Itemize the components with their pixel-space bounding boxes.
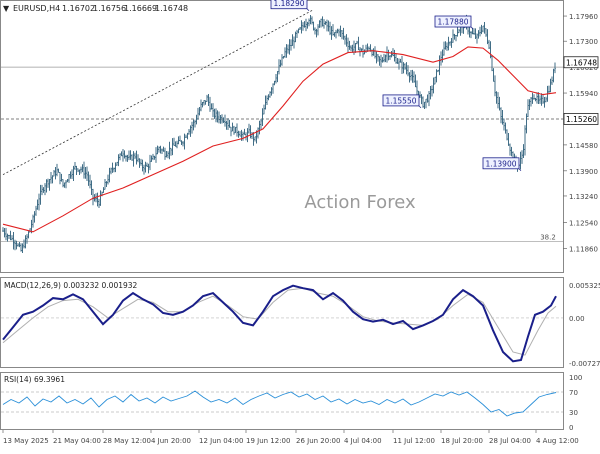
swing-level-label: 1.18290 xyxy=(273,0,304,8)
header-arrow: ▼ xyxy=(3,4,10,13)
support-price-label: 1.15260 xyxy=(566,115,597,124)
header-symbol: EURUSD,H4 xyxy=(13,4,60,13)
moving-average-line xyxy=(2,46,557,233)
swing-level-box xyxy=(270,0,308,10)
rsi-line xyxy=(2,390,557,417)
header-close: 1.16748 xyxy=(155,4,188,13)
macd-tick-label: 0.005325 xyxy=(569,282,600,290)
price-tick-label: 1.17300 xyxy=(569,38,598,46)
header-open: 1.16702 xyxy=(62,4,95,13)
swing-level-label: 1.15550 xyxy=(385,96,416,105)
time-tick-label: 18 Jul 20:00 xyxy=(441,437,483,445)
swing-level-label: 1.17880 xyxy=(437,18,468,27)
last-price-box xyxy=(563,56,599,69)
time-tick-label: 26 Jun 20:00 xyxy=(296,437,340,445)
swing-level-box xyxy=(434,15,472,28)
rsi-panel xyxy=(0,372,564,430)
macd-title: MACD(12,26,9) 0.003232 0.001932 xyxy=(4,281,138,290)
time-tick-label: 13 May 2025 xyxy=(3,437,49,445)
price-tick-label: 1.15940 xyxy=(569,90,598,98)
price-tick-label: 1.11860 xyxy=(569,246,598,254)
time-tick-label: 4 Jun 20:00 xyxy=(151,437,191,445)
time-tick-label: 4 Aug 12:00 xyxy=(536,437,579,445)
header-low: 1.16669 xyxy=(124,4,157,13)
time-tick-label: 19 Jun 12:00 xyxy=(246,437,290,445)
macd-tick-label: 0.00 xyxy=(569,315,585,323)
swing-level-pointer xyxy=(306,8,310,11)
time-tick-label: 21 May 04:00 xyxy=(53,437,101,445)
swing-level-box xyxy=(382,94,420,107)
time-tick-label: 11 Jul 12:00 xyxy=(393,437,435,445)
swing-level-pointer xyxy=(418,105,422,109)
price-tick-label: 1.13240 xyxy=(569,193,598,201)
rsi-title: RSI(14) 69.3961 xyxy=(4,375,65,384)
rsi-tick-label: 100 xyxy=(569,374,582,382)
price-tick-label: 1.14580 xyxy=(569,142,598,150)
swing-level-pointer xyxy=(518,168,522,172)
price-tick-label: 1.13900 xyxy=(569,168,598,176)
watermark: Action Forex xyxy=(304,192,416,213)
rsi-tick-label: 0 xyxy=(569,424,573,432)
swing-level-pointer xyxy=(470,26,474,30)
time-tick-label: 28 Jul 04:00 xyxy=(489,437,531,445)
time-tick-label: 4 Jul 04:00 xyxy=(344,437,382,445)
support-price-box xyxy=(563,113,599,125)
last-price-label: 1.16748 xyxy=(566,58,597,67)
time-tick-label: 28 May 12:00 xyxy=(103,437,151,445)
fib-label: 38.2 xyxy=(540,233,556,241)
swing-level-label: 1.13900 xyxy=(485,159,516,168)
price-tick-label: 1.12540 xyxy=(569,220,598,228)
macd-line xyxy=(2,284,557,363)
swing-level-box xyxy=(482,157,520,170)
macd-panel xyxy=(0,277,564,368)
header-high: 1.16756 xyxy=(93,4,126,13)
rsi-tick-label: 70 xyxy=(569,389,578,397)
trendline xyxy=(2,9,314,175)
rsi-tick-label: 30 xyxy=(569,409,578,417)
time-tick-label: 12 Jun 04:00 xyxy=(199,437,243,445)
price-tick-label: 1.17960 xyxy=(569,13,598,21)
macd-tick-label: -0.007273 xyxy=(569,360,600,368)
